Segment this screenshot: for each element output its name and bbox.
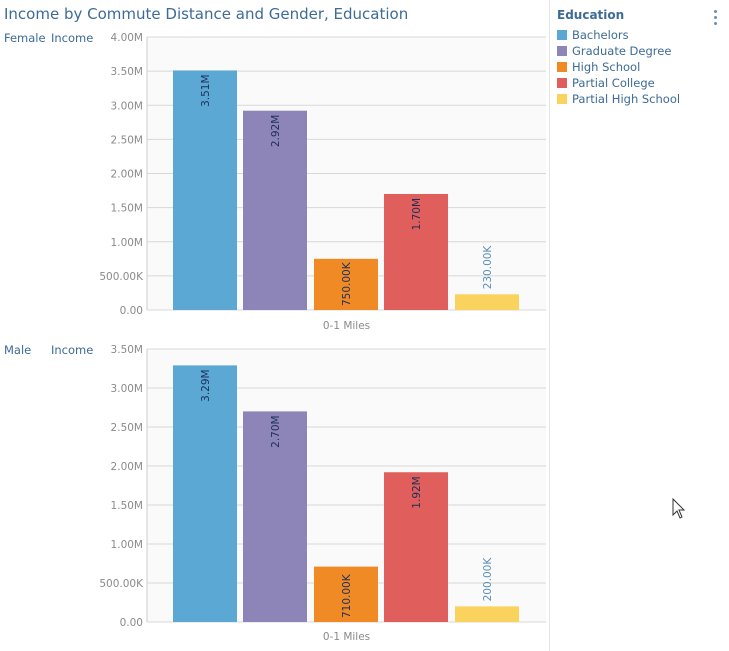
bar xyxy=(243,110,307,311)
bar xyxy=(173,70,237,310)
legend-label: Bachelors xyxy=(572,28,629,42)
y-tick-label: 2.00M xyxy=(111,461,143,473)
bar xyxy=(384,472,448,622)
charts-canvas: 0.00 500.00K 1.00M 1.50M 2.00M 2.50M 3.00M 3.50… xyxy=(99,32,546,643)
y-tick-label: 3.00M xyxy=(111,100,143,112)
y-tick-label: 2.50M xyxy=(111,422,143,434)
panel-divider xyxy=(549,0,550,651)
legend-item-bachelors[interactable]: Bachelors xyxy=(557,27,680,43)
data-label: 1.92M xyxy=(411,476,423,508)
y-tick-label: 3.50M xyxy=(111,344,143,356)
mouse-cursor-icon xyxy=(672,498,686,519)
y-tick-label: 500.00K xyxy=(99,271,144,283)
row-label-female-gender: Female xyxy=(4,31,46,45)
y-tick-label: 2.00M xyxy=(111,169,143,181)
y-tick-label: 1.50M xyxy=(111,500,143,512)
y-tick-label: 0.00 xyxy=(120,617,143,629)
data-label: 2.92M xyxy=(270,115,282,147)
y-tick-label: 0.00 xyxy=(120,305,143,317)
legend-item-partial-college[interactable]: Partial College xyxy=(557,75,680,91)
y-tick-label: 1.50M xyxy=(111,203,143,215)
bar xyxy=(384,193,448,310)
data-label: 3.29M xyxy=(200,369,212,401)
y-tick-label: 1.00M xyxy=(111,539,143,551)
bar xyxy=(243,411,307,622)
legend-label: Graduate Degree xyxy=(572,44,672,58)
legend-item-high-school[interactable]: High School xyxy=(557,59,680,75)
data-label: 230.00K xyxy=(482,245,494,290)
legend-title: Education xyxy=(557,8,625,22)
row-label-male-gender: Male xyxy=(4,343,32,357)
y-tick-label: 2.50M xyxy=(111,134,143,146)
bar xyxy=(173,365,237,622)
data-label: 710.00K xyxy=(341,573,353,618)
bar xyxy=(455,294,519,310)
x-tick-label: 0-1 Miles xyxy=(323,320,370,332)
data-label: 1.70M xyxy=(411,198,423,230)
legend-item-graduate-degree[interactable]: Graduate Degree xyxy=(557,43,680,59)
data-label: 2.70M xyxy=(270,415,282,447)
legend-swatch xyxy=(557,94,567,104)
legend-swatch xyxy=(557,62,567,72)
x-tick-label: 0-1 Miles xyxy=(323,631,370,643)
data-label: 200.00K xyxy=(482,557,494,602)
row-label-female-measure: Income xyxy=(51,31,94,45)
legend-label: Partial College xyxy=(572,76,655,90)
legend: Education Bachelors Graduate Degree High… xyxy=(557,8,680,107)
legend-item-partial-high-school[interactable]: Partial High School xyxy=(557,91,680,107)
bar xyxy=(455,606,519,622)
bar xyxy=(314,566,378,622)
legend-swatch xyxy=(557,30,567,40)
data-label: 3.51M xyxy=(200,74,212,106)
legend-label: Partial High School xyxy=(572,92,681,106)
data-label: 750.00K xyxy=(341,261,353,306)
y-tick-label: 1.00M xyxy=(111,237,143,249)
row-label-male-measure: Income xyxy=(51,343,94,357)
legend-swatch xyxy=(557,46,567,56)
y-tick-label: 3.50M xyxy=(111,66,143,78)
y-tick-label: 3.00M xyxy=(111,383,143,395)
chart-title: Income by Commute Distance and Gender, E… xyxy=(4,5,409,23)
legend-swatch xyxy=(557,78,567,88)
y-tick-label: 500.00K xyxy=(99,578,144,590)
y-tick-label: 4.00M xyxy=(111,32,143,44)
legend-label: High School xyxy=(572,60,641,74)
bar xyxy=(314,258,378,310)
more-options-icon[interactable] xyxy=(712,10,718,28)
